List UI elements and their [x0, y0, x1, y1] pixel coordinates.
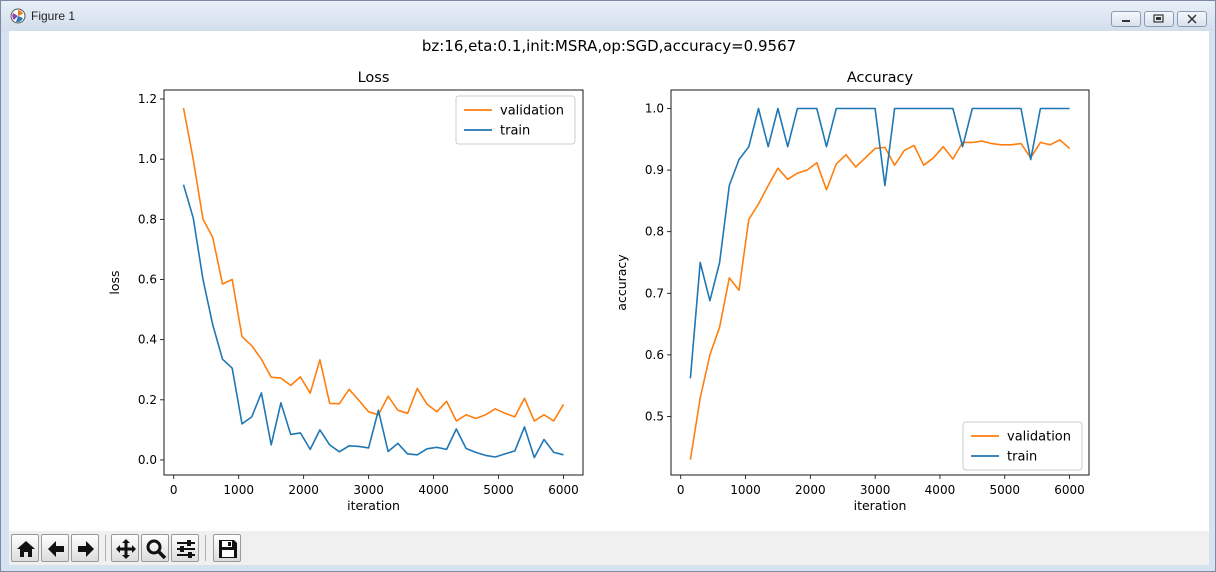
x-tick-label: 3000 — [860, 483, 891, 497]
axes-frame — [163, 89, 584, 476]
arrow-right-icon — [78, 541, 94, 557]
save-button[interactable] — [213, 534, 241, 562]
y-tick-label: 0.6 — [645, 348, 664, 362]
series-line-validation — [182, 107, 565, 422]
restore-icon — [1153, 14, 1164, 23]
matplotlib-logo-icon — [10, 8, 26, 24]
series-line-validation — [689, 139, 1071, 460]
title-bar[interactable]: Figure 1 — [1, 1, 1215, 31]
legend-label-validation: validation — [1007, 430, 1071, 445]
chart-loss: Loss 0 1000 2000 3000 4000 5000 6000 0.0 0.2 0.4 0.… — [107, 70, 584, 513]
x-tick-label: 5000 — [989, 483, 1020, 497]
maximize-button[interactable] — [1144, 11, 1174, 27]
x-tick-label: 4000 — [418, 483, 449, 497]
chart-title: Loss — [358, 70, 390, 86]
home-button[interactable] — [11, 534, 39, 562]
forward-button[interactable] — [71, 534, 99, 562]
figure-suptitle: bz:16,eta:0.1,init:MSRA,op:SGD,accuracy=… — [421, 37, 797, 55]
y-tick-label: 0.8 — [138, 212, 157, 226]
figure-canvas[interactable]: bz:16,eta:0.1,init:MSRA,op:SGD,accuracy=… — [9, 31, 1209, 531]
legend-box — [962, 421, 1083, 471]
toolbar-separator — [205, 535, 206, 561]
y-tick-label: 0.4 — [138, 333, 157, 347]
plot-area: Loss 0 1000 2000 3000 4000 5000 6000 0.0 0.2 0.4 0.… — [107, 70, 1090, 513]
chart-accuracy: Accuracy 0 1000 2000 3000 4000 5000 6000 0.5 0.6 0… — [614, 70, 1090, 513]
series-line-train — [182, 184, 564, 459]
x-tick-label: 6000 — [1054, 483, 1085, 497]
legend: validation train — [455, 95, 576, 145]
y-tick-label: 1.2 — [138, 92, 157, 106]
window-title: Figure 1 — [31, 9, 76, 23]
x-tick-label: 0 — [677, 483, 685, 497]
legend: validation train — [962, 421, 1083, 471]
x-tick-label: 2000 — [288, 483, 319, 497]
x-tick-label: 3000 — [353, 483, 384, 497]
y-axis-label: loss — [107, 270, 122, 294]
legend-label-train: train — [1007, 450, 1037, 465]
y-axis-label: accuracy — [614, 254, 629, 311]
minimize-button[interactable] — [1111, 11, 1141, 27]
magnifier-icon — [146, 539, 167, 560]
y-tick-label: 1.0 — [138, 152, 157, 166]
x-tick-label: 2000 — [795, 483, 826, 497]
pan-button[interactable] — [111, 534, 139, 562]
axes-frame — [670, 89, 1090, 476]
floppy-disk-icon — [219, 540, 237, 558]
x-axis-label: iteration — [347, 498, 400, 513]
chart-title: Accuracy — [847, 70, 914, 86]
x-tick-label: 5000 — [483, 483, 514, 497]
legend-box — [455, 95, 576, 145]
zoom-button[interactable] — [141, 534, 169, 562]
legend-label-train: train — [500, 124, 530, 139]
x-tick-label: 1000 — [730, 483, 761, 497]
x-tick-label: 0 — [170, 483, 178, 497]
x-tick-label: 4000 — [925, 483, 956, 497]
close-button[interactable] — [1177, 11, 1207, 27]
toolbar-separator — [105, 535, 106, 561]
close-icon — [1187, 14, 1197, 24]
y-tick-label: 0.0 — [138, 453, 157, 467]
x-tick-label: 6000 — [548, 483, 579, 497]
y-tick-label: 0.6 — [138, 272, 157, 286]
sliders-icon — [177, 540, 195, 558]
back-button[interactable] — [41, 534, 69, 562]
x-axis-label: iteration — [854, 498, 907, 513]
y-tick-label: 0.9 — [645, 163, 664, 177]
series-line-train — [689, 107, 1070, 379]
home-icon — [17, 541, 35, 557]
legend-label-validation: validation — [500, 104, 564, 119]
x-tick-label: 1000 — [223, 483, 254, 497]
arrow-left-icon — [48, 541, 64, 557]
y-tick-label: 0.8 — [645, 225, 664, 239]
configure-subplots-button[interactable] — [171, 534, 199, 562]
y-tick-label: 0.5 — [645, 409, 664, 423]
minimize-icon — [1122, 20, 1130, 22]
navigation-toolbar — [9, 531, 1209, 565]
y-tick-label: 0.7 — [645, 286, 664, 300]
y-tick-label: 0.2 — [138, 393, 157, 407]
y-tick-label: 1.0 — [645, 101, 664, 115]
move-icon — [116, 539, 136, 559]
